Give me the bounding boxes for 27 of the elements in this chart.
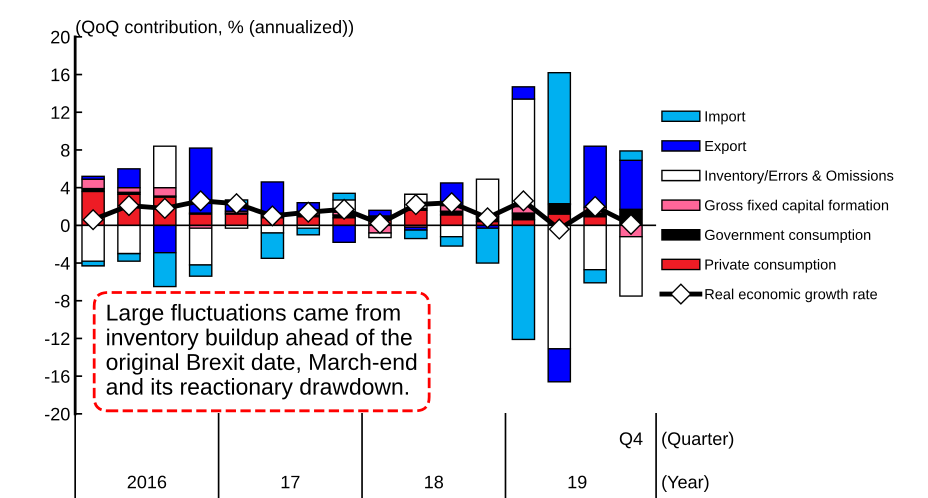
legend-label: Import — [706, 111, 746, 124]
y-tick-label: -12 — [45, 332, 70, 345]
y-tick-label: 0 — [60, 219, 70, 232]
text: (Quarter) — [662, 432, 734, 449]
y-axis-title: (QoQ contribution, % (annualized)) — [76, 20, 354, 37]
text: 2016 — [128, 476, 166, 488]
legend-label: Government consumption — [704, 229, 870, 243]
y-tick-label: 16 — [52, 68, 70, 82]
text: (Year) — [662, 475, 709, 492]
y-tick-label: 12 — [52, 106, 70, 119]
y-tick-label: -16 — [45, 370, 70, 383]
text: 18 — [425, 476, 444, 488]
text: 19 — [568, 476, 586, 488]
text: 17 — [282, 476, 300, 488]
y-tick-label: 20 — [51, 30, 70, 44]
legend-label: Export — [705, 140, 746, 154]
y-tick-label: 4 — [60, 182, 70, 194]
y-tick-label: -20 — [45, 408, 70, 421]
legend-label: Private consumption — [705, 258, 836, 273]
y-tick-label: -8 — [55, 294, 70, 308]
y-tick-label: 8 — [61, 144, 70, 157]
legend-label: Inventory/Errors & Omissions — [706, 170, 894, 184]
legend-label: Real economic growth rate — [705, 288, 878, 302]
legend-label: Gross fixed capital formation — [704, 200, 888, 214]
y-tick-label: -4 — [55, 257, 70, 270]
annotation: Large fluctuations came from inventory buildup ahead of the original Brexit date, March-end and its reactionary drawdown. — [106, 304, 416, 400]
x-tick-label: Q4 — [620, 432, 643, 448]
